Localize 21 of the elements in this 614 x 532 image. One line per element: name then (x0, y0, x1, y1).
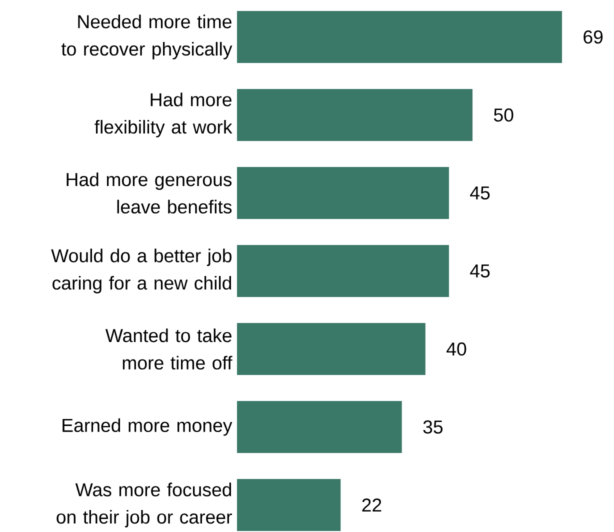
bar (237, 479, 341, 532)
bar (237, 401, 402, 454)
y-tick-label: Wanted to take more time off (105, 328, 232, 370)
y-tick-label: Was more focused on their job or career (56, 482, 232, 528)
data-label: 69 (584, 30, 603, 44)
y-tick-label: Would do a better job caring for a new child (51, 248, 232, 294)
data-label: 22 (362, 498, 382, 512)
bar (237, 323, 426, 376)
data-label: 45 (470, 264, 490, 278)
bar (237, 167, 449, 220)
y-tick-label: Needed more time to recover physically (61, 14, 232, 60)
y-tick-label: Earned more money (62, 418, 232, 436)
y-tick-label: Had more flexibility at work (94, 92, 232, 138)
data-label: 35 (423, 420, 443, 434)
bar (237, 11, 562, 64)
y-tick-label: Had more generous leave benefits (66, 172, 232, 214)
bar (237, 89, 472, 142)
bar (237, 245, 449, 298)
data-label: 40 (446, 342, 466, 356)
data-label: 50 (494, 108, 514, 122)
data-label: 45 (470, 186, 490, 200)
